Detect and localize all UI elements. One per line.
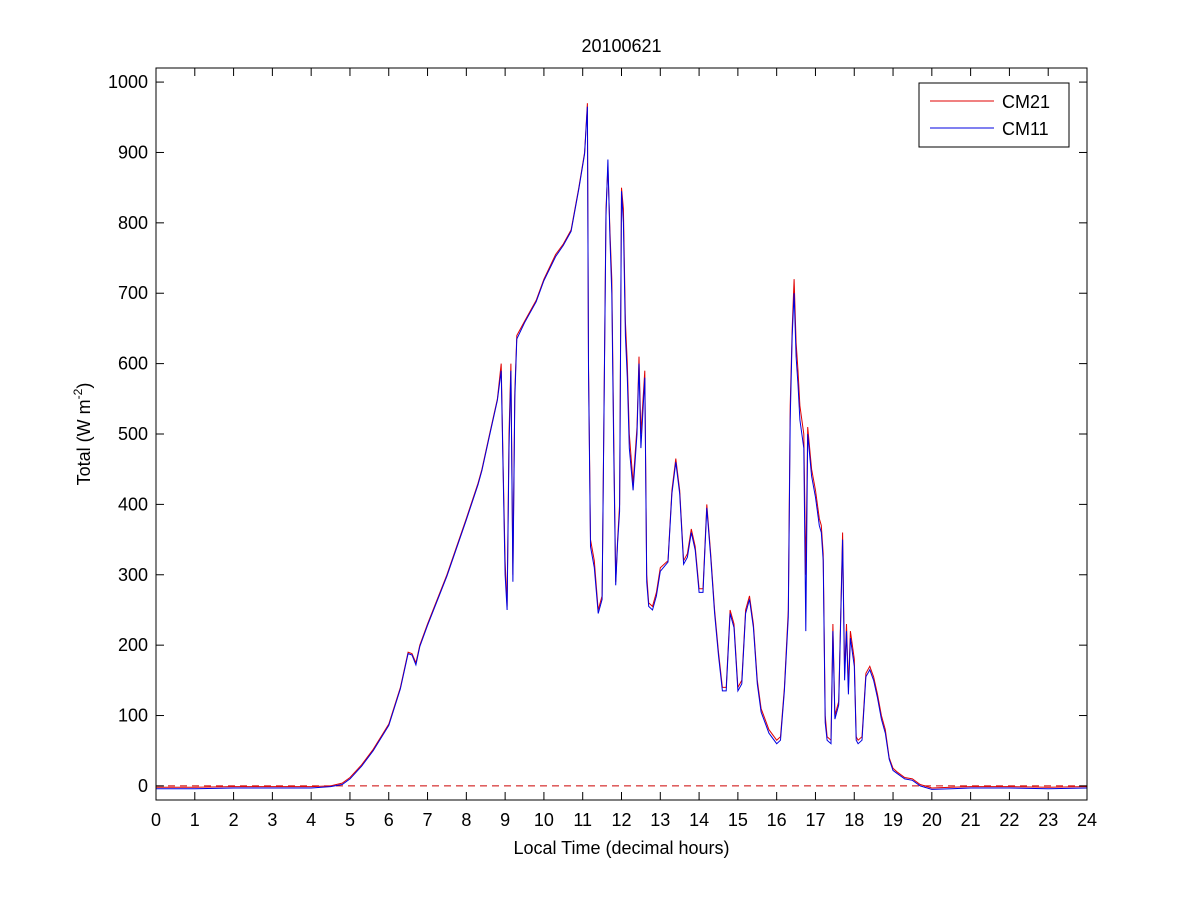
y-axis-label-close: )	[74, 383, 94, 389]
x-tick-label: 22	[999, 810, 1019, 830]
axis-ticks: 0 1 2 3 4 5 6 7 8 9 10 11 12 13 14 15 16 17 18 19 20 21 22 23 24…	[108, 68, 1097, 830]
x-tick-label: 14	[689, 810, 709, 830]
y-axis-label-main: Total (W m	[74, 399, 94, 485]
legend-label-cm21: CM21	[1002, 92, 1050, 112]
x-tick-label: 12	[611, 810, 631, 830]
x-tick-label: 10	[534, 810, 554, 830]
y-tick-label: 100	[118, 706, 148, 726]
y-tick-label: 1000	[108, 72, 148, 92]
x-tick-label: 19	[883, 810, 903, 830]
y-tick-label: 500	[118, 424, 148, 444]
legend: CM21 CM11	[918, 82, 1070, 148]
x-tick-label: 7	[423, 810, 433, 830]
x-tick-label: 21	[961, 810, 981, 830]
series-layer	[156, 103, 1087, 790]
x-tick-label: 24	[1077, 810, 1097, 830]
y-axis-label: Total (W m-2)	[71, 383, 94, 486]
x-tick-label: 8	[461, 810, 471, 830]
x-tick-label: 17	[805, 810, 825, 830]
x-tick-label: 4	[306, 810, 316, 830]
x-tick-label: 3	[267, 810, 277, 830]
chart-title: 20100621	[581, 36, 661, 56]
x-tick-label: 1	[190, 810, 200, 830]
plot-area	[156, 68, 1087, 800]
x-tick-label: 0	[151, 810, 161, 830]
x-tick-label: 6	[384, 810, 394, 830]
y-tick-label: 200	[118, 635, 148, 655]
plot-frame	[155, 67, 1088, 801]
x-tick-label: 23	[1038, 810, 1058, 830]
x-tick-label: 15	[728, 810, 748, 830]
y-tick-label: 400	[118, 494, 148, 514]
series-line-cm11	[156, 106, 1087, 790]
y-tick-label: 700	[118, 283, 148, 303]
x-tick-label: 13	[650, 810, 670, 830]
x-tick-label: 5	[345, 810, 355, 830]
y-tick-label: 900	[118, 142, 148, 162]
x-tick-label: 18	[844, 810, 864, 830]
x-tick-label: 20	[922, 810, 942, 830]
y-tick-label: 600	[118, 354, 148, 374]
legend-label-cm11: CM11	[1002, 119, 1049, 139]
y-tick-label: 0	[138, 776, 148, 796]
x-tick-label: 9	[500, 810, 510, 830]
y-axis-label-superscript: -2	[71, 388, 85, 399]
x-tick-label: 2	[229, 810, 239, 830]
x-axis-label: Local Time (decimal hours)	[513, 838, 729, 858]
x-tick-label: 11	[573, 810, 592, 830]
x-tick-label: 16	[767, 810, 787, 830]
y-tick-label: 300	[118, 565, 148, 585]
y-tick-label: 800	[118, 213, 148, 233]
legend-box	[918, 82, 1070, 148]
